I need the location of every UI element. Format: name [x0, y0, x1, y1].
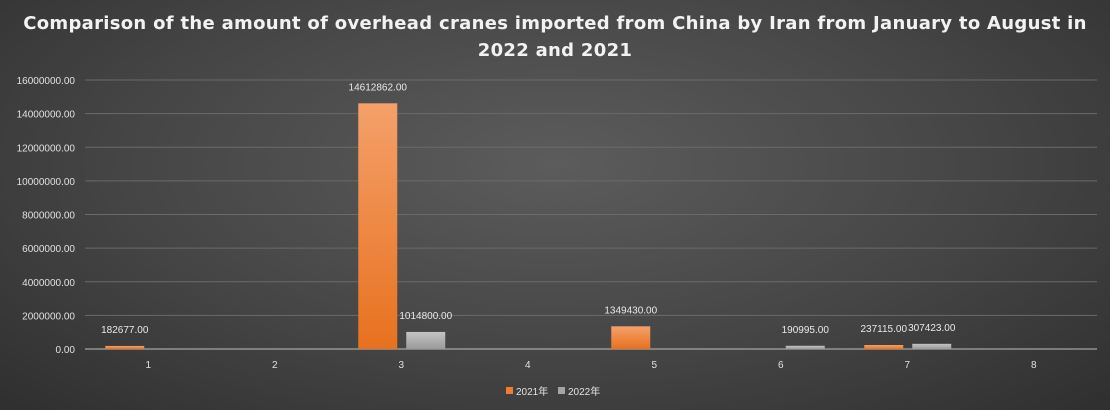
data-label: 1349430.00	[604, 305, 657, 316]
bar-2022年-6	[785, 345, 825, 349]
y-tick-label: 0.00	[56, 345, 76, 356]
x-tick-label: 2	[272, 360, 278, 371]
bar-2021年-3	[358, 103, 398, 349]
x-tick-label: 3	[398, 360, 404, 371]
x-tick-label: 7	[904, 360, 910, 371]
data-label: 14612862.00	[349, 82, 408, 93]
y-tick-label: 4000000.00	[22, 278, 75, 289]
bar-2022年-3	[406, 331, 446, 349]
x-tick-label: 4	[525, 360, 531, 371]
bar-2022年-7	[912, 343, 952, 349]
x-tick-label: 8	[1031, 360, 1037, 371]
legend-label: 2022年	[568, 385, 600, 398]
y-tick-label: 16000000.00	[17, 76, 76, 87]
data-label: 307423.00	[908, 323, 956, 334]
legend-label: 2021年	[516, 385, 548, 398]
legend-swatch	[506, 387, 513, 394]
bar-2021年-7	[864, 345, 904, 349]
legend-swatch	[558, 387, 565, 394]
chart-title: Comparison of the amount of overhead cra…	[23, 13, 1087, 61]
y-tick-label: 14000000.00	[17, 110, 76, 121]
data-label: 190995.00	[782, 325, 830, 336]
x-tick-label: 5	[651, 360, 657, 371]
data-label: 237115.00	[860, 324, 907, 335]
data-label: 182677.00	[101, 325, 149, 336]
y-tick-label: 2000000.00	[22, 311, 75, 322]
y-tick-label: 8000000.00	[22, 211, 75, 222]
x-tick-label: 1	[145, 360, 151, 371]
bar-2021年-5	[611, 326, 651, 349]
y-tick-label: 12000000.00	[17, 143, 76, 154]
y-tick-label: 10000000.00	[17, 177, 76, 188]
bar-2021年-1	[105, 345, 145, 349]
data-label: 1014800.00	[399, 311, 452, 322]
y-tick-label: 6000000.00	[22, 244, 75, 255]
x-tick-label: 6	[778, 360, 784, 371]
